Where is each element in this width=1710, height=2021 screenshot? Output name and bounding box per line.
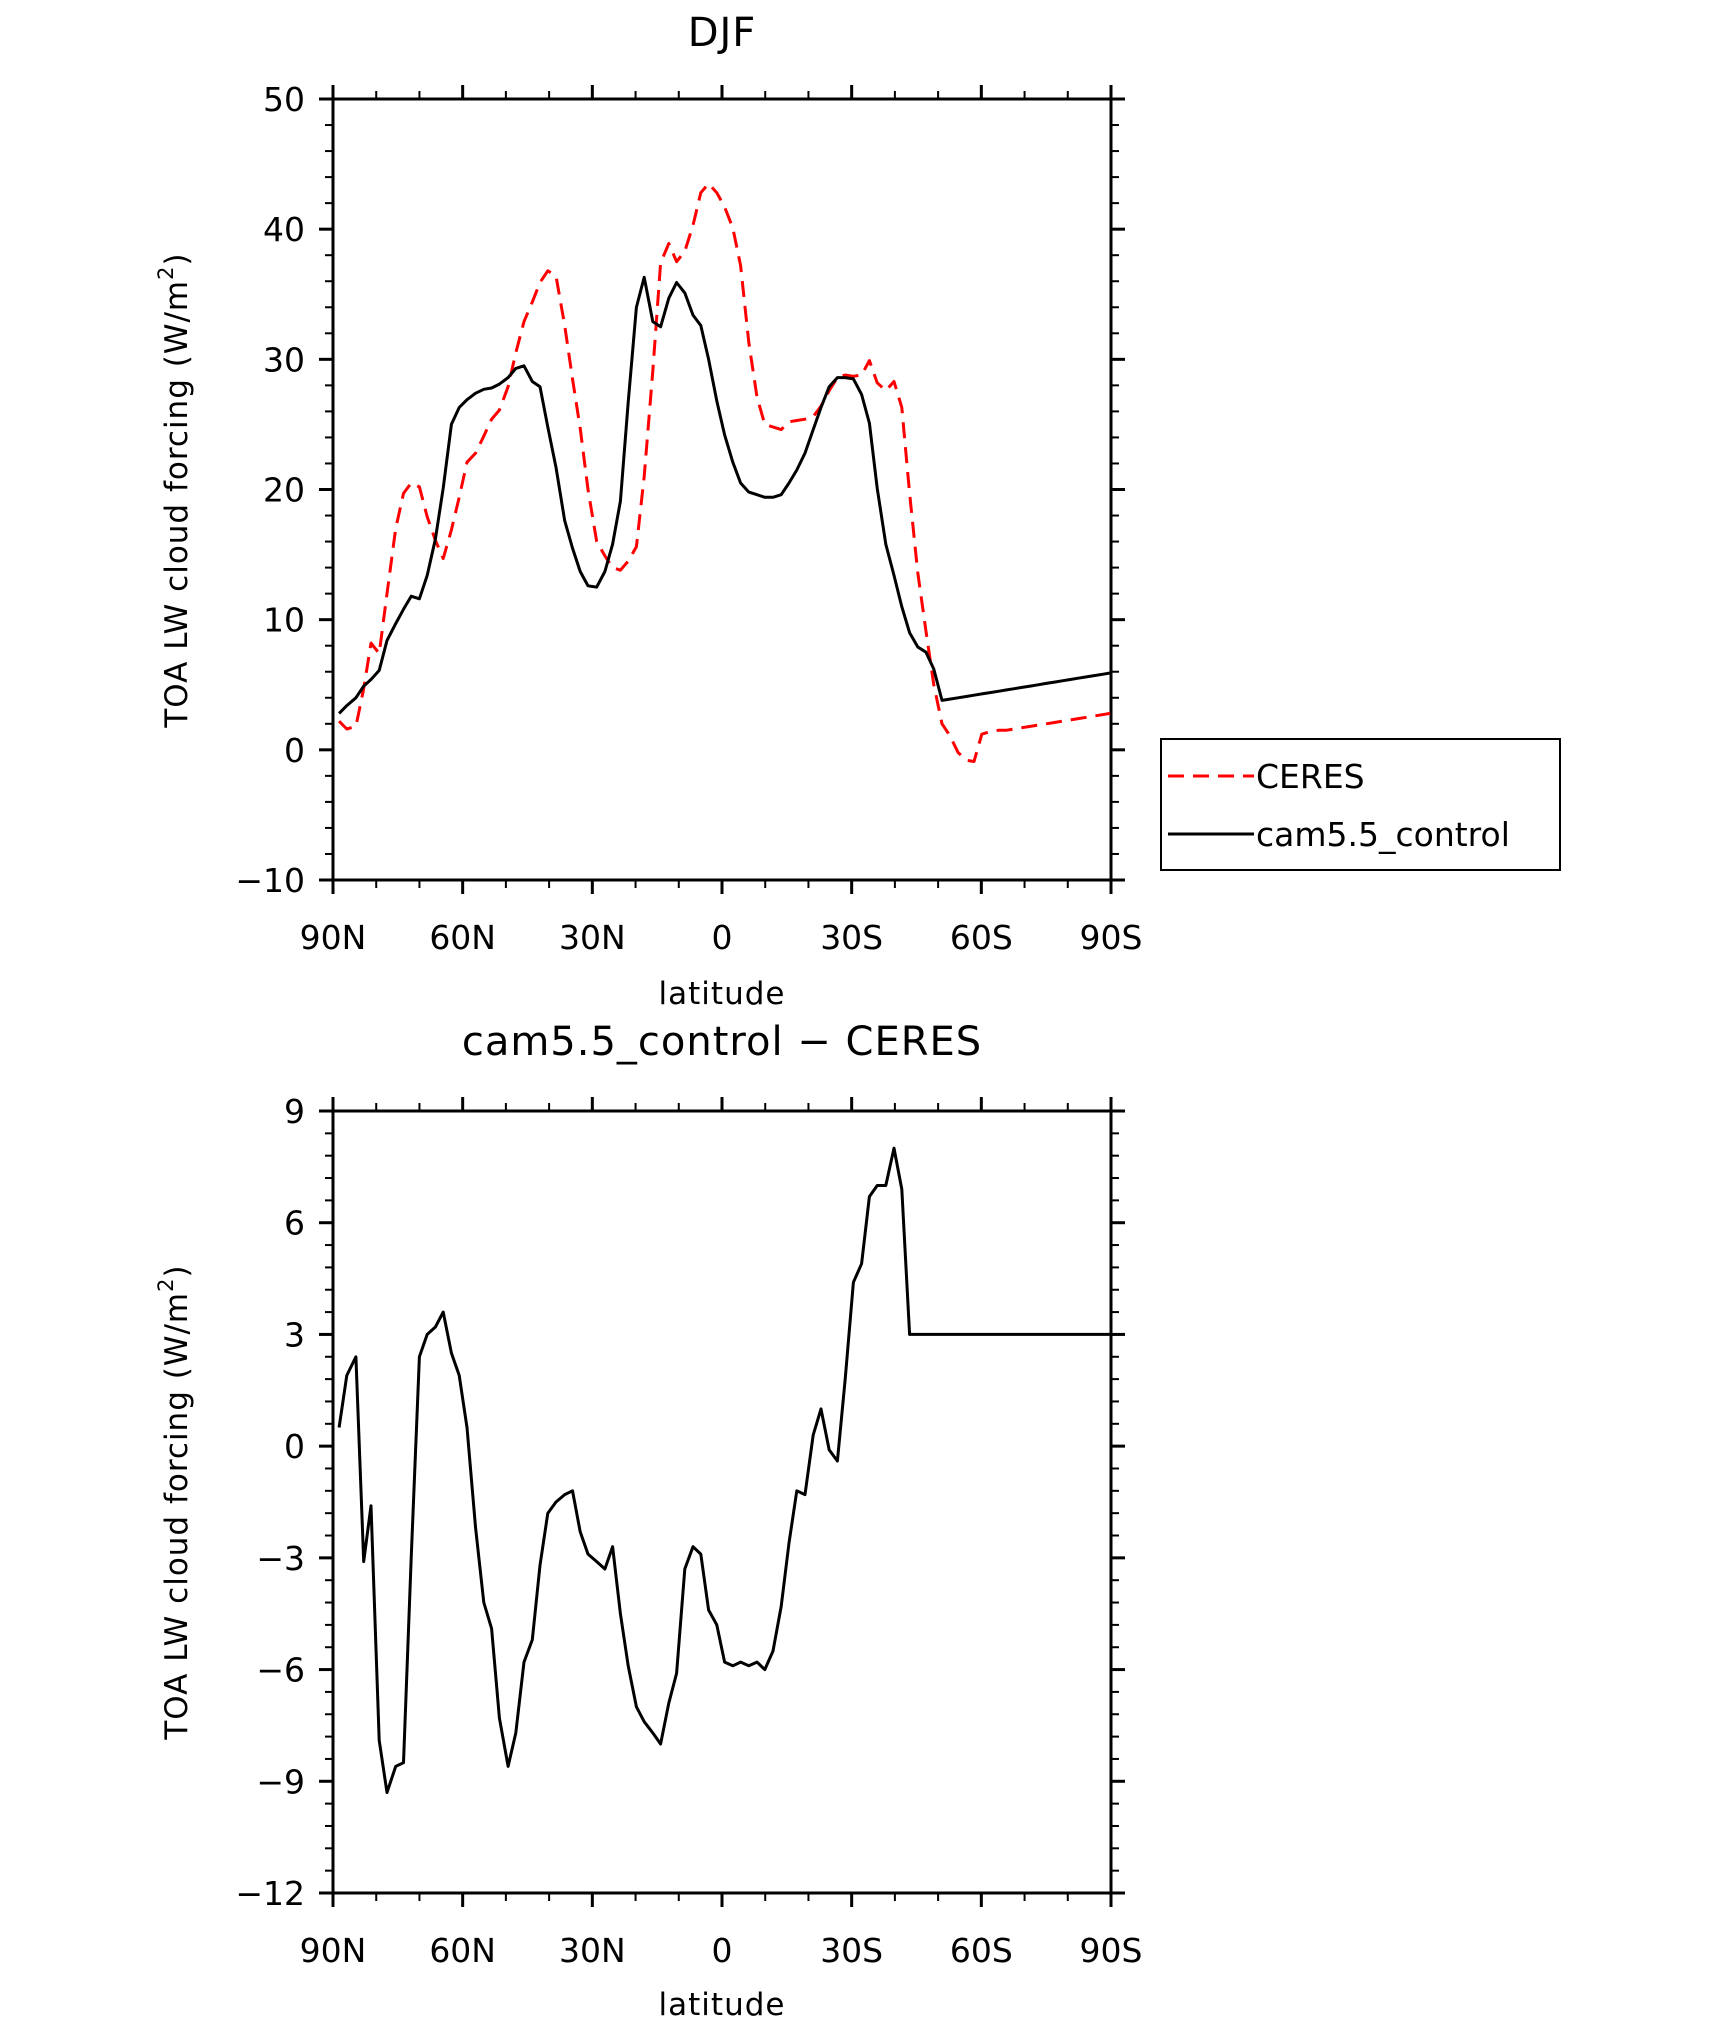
top-series-line-ceres <box>338 182 1111 763</box>
top-y-axis-label-sup: 2 <box>154 265 178 279</box>
bottom-x-tick-label: 30N <box>559 1931 626 1970</box>
top-y-tick-label: 20 <box>263 471 305 510</box>
bottom-y-tick-label: −9 <box>256 1762 305 1801</box>
bottom-x-axis-label: latitude <box>659 1987 786 2021</box>
top-y-tick-label: 50 <box>263 80 305 119</box>
bottom-y-tick-label: 3 <box>284 1315 305 1354</box>
bottom-y-tick-label: 6 <box>284 1204 305 1243</box>
top-x-tick-label: 60S <box>950 918 1013 957</box>
bottom-x-tick-label: 60S <box>950 1931 1013 1970</box>
top-x-tick-label: 60N <box>429 918 496 957</box>
bottom-chart-panel: cam5.5_control − CERES −12 −9 −6 −3 0 3 6 9 90N 6… <box>154 1019 1142 2021</box>
bottom-y-tick-label: 0 <box>284 1427 305 1466</box>
top-y-axis-label-main: TOA LW cloud forcing (W/m <box>159 280 195 729</box>
top-y-tick-label: 30 <box>263 340 305 379</box>
top-plot-frame <box>331 97 1113 882</box>
bottom-y-axis-label-main: TOA LW cloud forcing (W/m <box>159 1292 195 1741</box>
top-chart-panel: DJF −10 0 10 20 30 40 50 90N 60N 30N 0 30S 60S 90S la… <box>154 10 1561 1012</box>
legend-ceres-label: CERES <box>1256 757 1365 796</box>
bottom-series-line-difference <box>337 1146 1111 1794</box>
top-x-tick-label: 90N <box>300 918 367 957</box>
bottom-x-tick-label: 0 <box>712 1931 733 1970</box>
bottom-y-axis-label-sup: 2 <box>154 1277 178 1291</box>
top-x-axis-label: latitude <box>659 976 786 1012</box>
legend-box <box>1160 738 1561 871</box>
bottom-x-tick-label: 60N <box>429 1931 496 1970</box>
bottom-y-axis-label: TOA LW cloud forcing (W/m2) <box>154 1264 195 1740</box>
top-chart-title: DJF <box>688 10 757 56</box>
legend: CERES cam5.5_control <box>1160 738 1561 871</box>
top-x-tick-label: 30S <box>820 918 883 957</box>
bottom-x-tick-label: 30S <box>820 1931 883 1970</box>
bottom-y-tick-label: −12 <box>235 1874 305 1913</box>
top-series-line-cam5-5-control <box>338 275 1111 715</box>
bottom-chart-title: cam5.5_control − CERES <box>462 1019 982 1065</box>
bottom-y-tick-label: 9 <box>284 1092 305 1131</box>
top-y-axis-label: TOA LW cloud forcing (W/m2) <box>154 252 195 728</box>
top-x-tick-label: 30N <box>559 918 626 957</box>
top-x-tick-label: 0 <box>712 918 733 957</box>
bottom-y-tick-label: −3 <box>256 1539 305 1578</box>
bottom-x-tick-label: 90N <box>300 1931 367 1970</box>
bottom-y-axis-label-close: ) <box>159 1264 195 1277</box>
bottom-plot-frame <box>331 1109 1113 1895</box>
bottom-x-tick-label: 90S <box>1080 1931 1143 1970</box>
top-y-tick-label: 0 <box>284 731 305 770</box>
top-y-tick-label: 40 <box>263 210 305 249</box>
bottom-y-tick-label: −6 <box>256 1651 305 1690</box>
legend-cam-label: cam5.5_control <box>1256 815 1510 854</box>
top-y-tick-label: 10 <box>263 601 305 640</box>
top-x-tick-label: 90S <box>1080 918 1143 957</box>
top-y-tick-label: −10 <box>235 861 305 900</box>
top-y-axis-label-close: ) <box>159 252 195 265</box>
